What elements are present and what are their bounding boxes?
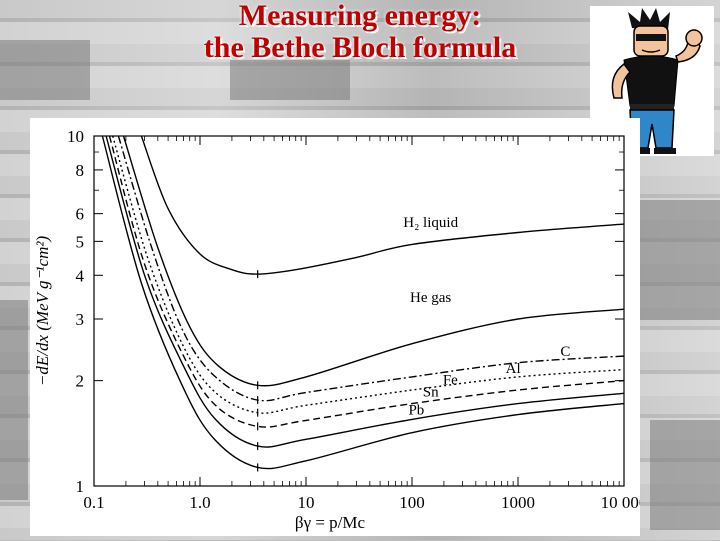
chart-svg: 0.1 1.0 10 100 1000 10 000 1 2 3 4 5 6 8 10 H₂ liquid… bbox=[33, 127, 647, 532]
series-label-6: Pb bbox=[408, 403, 424, 419]
series-label-5: Sn bbox=[423, 385, 439, 401]
series-line-4 bbox=[108, 135, 625, 428]
x-tick-label: 100 bbox=[399, 493, 425, 512]
x-axis-label: βγ = p/Mc bbox=[295, 513, 366, 532]
x-tick-label: 1.0 bbox=[189, 493, 210, 512]
series-label-4: Fe bbox=[443, 372, 458, 388]
y-tick-label: 4 bbox=[76, 266, 85, 285]
series-label-1: He gas bbox=[410, 290, 451, 306]
x-tick-label: 1000 bbox=[501, 493, 535, 512]
slide-title: Measuring energy: the Bethe Bloch formul… bbox=[100, 0, 620, 64]
plot-frame bbox=[93, 135, 625, 487]
muscular-cartoon-man-flexing-icon bbox=[611, 8, 703, 154]
series-line-3 bbox=[112, 135, 625, 414]
y-tick-label: 10 bbox=[67, 127, 84, 146]
bethe-bloch-chart: 0.1 1.0 10 100 1000 10 000 1 2 3 4 5 6 8 10 H₂ liquid… bbox=[30, 118, 647, 536]
series-line-0 bbox=[140, 135, 625, 275]
slide-title-line1: Measuring energy: bbox=[238, 0, 482, 32]
y-tick-label: 2 bbox=[76, 372, 85, 391]
y-tick-label: 1 bbox=[76, 477, 85, 496]
series-line-6 bbox=[101, 135, 625, 470]
series-line-2 bbox=[117, 135, 625, 402]
series-label-2: C bbox=[560, 344, 570, 360]
y-tick-label: 6 bbox=[76, 205, 85, 224]
y-tick-label: 5 bbox=[76, 232, 85, 251]
x-tick-label: 10 bbox=[298, 493, 315, 512]
x-tick-label: 10 000 bbox=[601, 493, 640, 512]
series-line-1 bbox=[122, 135, 625, 387]
y-axis-label: −dE/dx (MeV g⁻¹cm²) bbox=[33, 236, 52, 387]
slide-title-line2: the Bethe Bloch formula bbox=[203, 31, 517, 64]
series-label-0: H₂ liquid bbox=[403, 215, 458, 231]
series-line-5 bbox=[105, 135, 625, 448]
y-tick-label: 8 bbox=[76, 161, 85, 180]
y-tick-label: 3 bbox=[76, 310, 85, 329]
series-label-3: Al bbox=[506, 361, 521, 377]
x-tick-label: 0.1 bbox=[83, 493, 104, 512]
